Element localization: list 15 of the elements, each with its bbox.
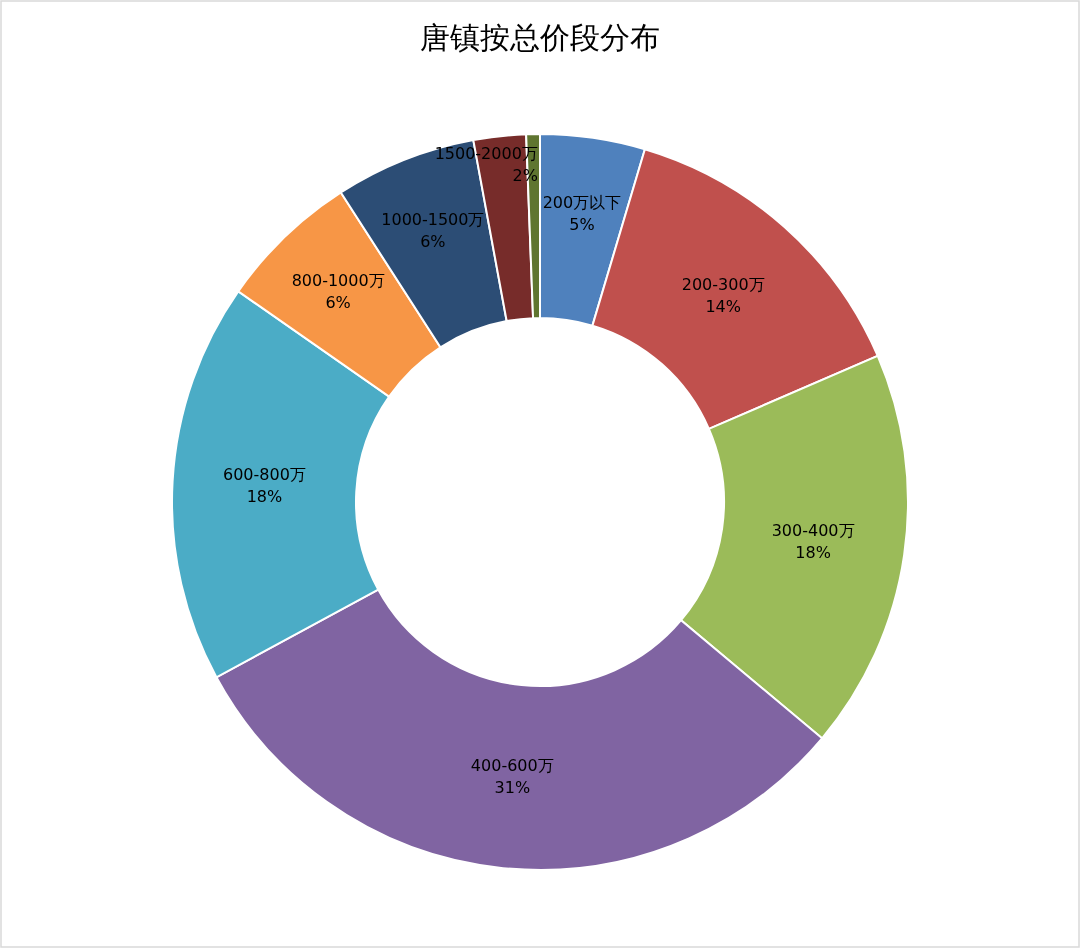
slice-label: 1000-1500万: [381, 210, 485, 230]
data-label: 31%: [494, 777, 531, 797]
data-label: 14%: [705, 296, 741, 316]
slice-label: 400-600万: [470, 755, 554, 775]
slice-label: 800-1000万: [291, 271, 385, 291]
chart-title: 唐镇按总价段分布: [420, 21, 660, 54]
slice-label: 200-300万: [681, 274, 765, 294]
data-label: 18%: [795, 542, 831, 562]
data-label: 18%: [246, 487, 283, 507]
data-label: 5%: [569, 215, 595, 235]
slice-label: 300-400万: [771, 520, 855, 540]
slice-label: 600-800万: [223, 465, 306, 485]
data-label: 6%: [420, 232, 446, 252]
slice-label: 200万以下: [542, 193, 622, 213]
data-label: 6%: [325, 293, 351, 313]
